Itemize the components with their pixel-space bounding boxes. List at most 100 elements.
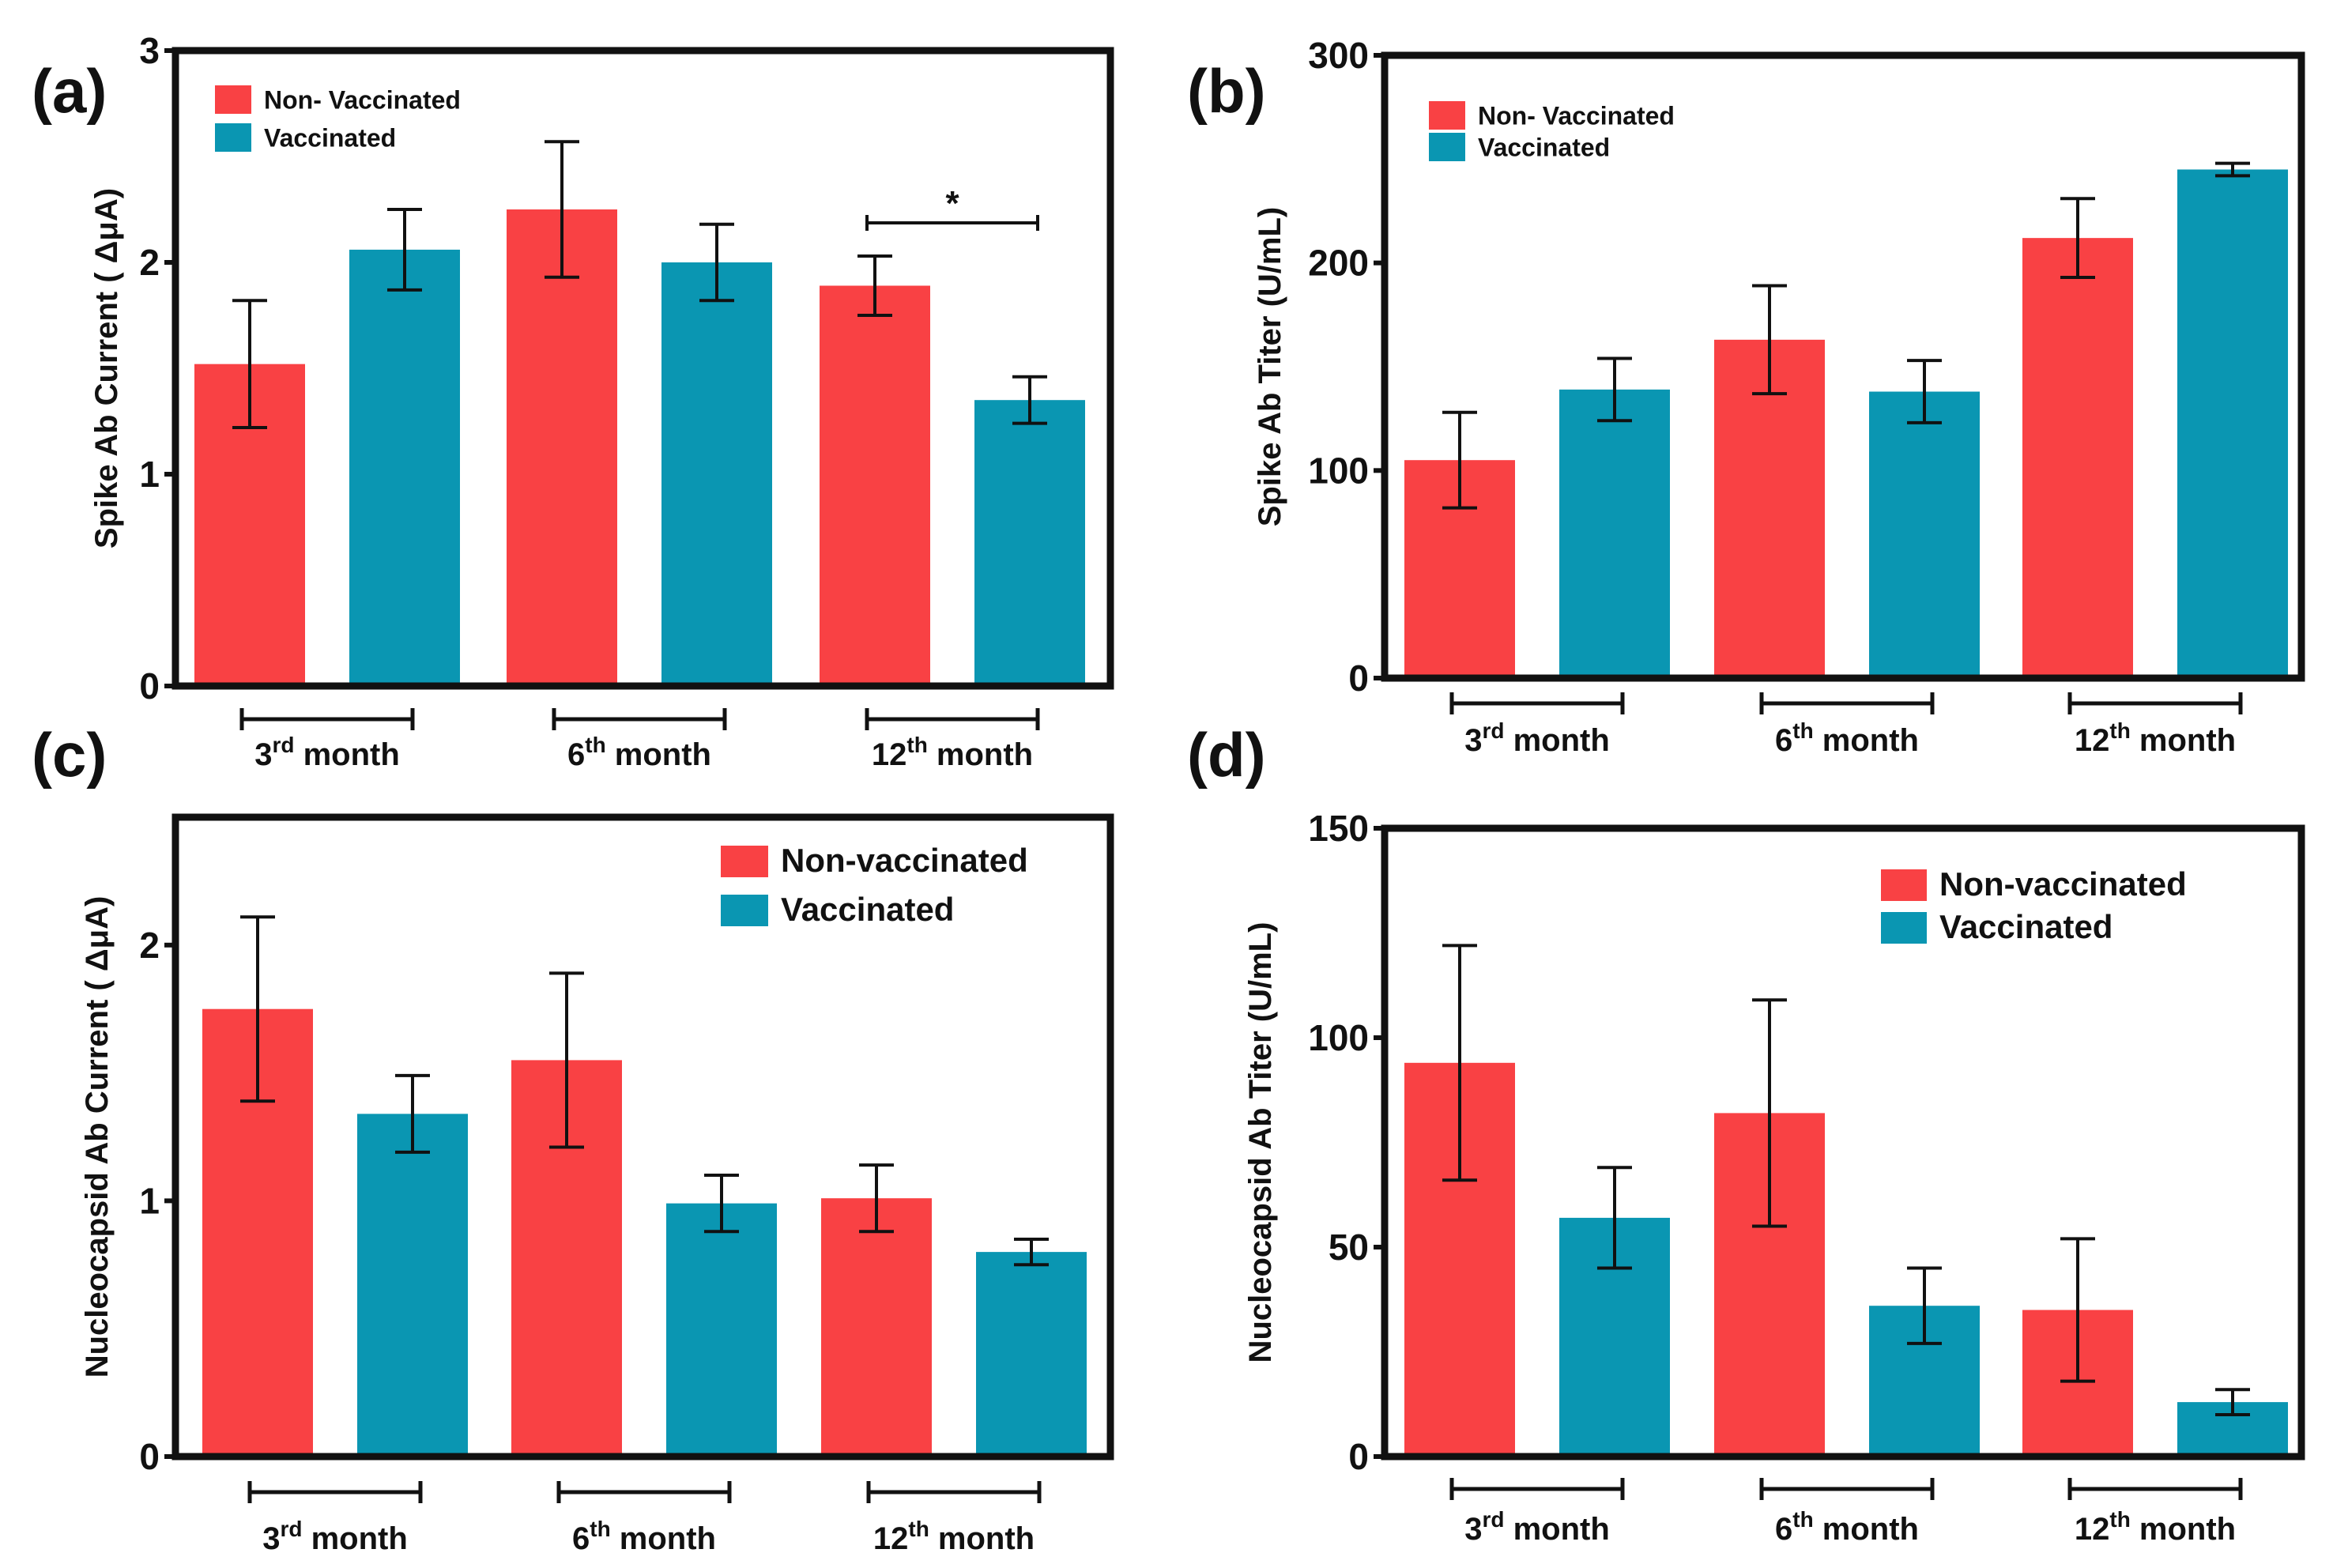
group-label-unit: month [1814, 723, 1919, 758]
group-bracket-1 [556, 1481, 732, 1503]
y-tick-label: 0 [1348, 1436, 1369, 1477]
panel-letter: (d) [1187, 720, 1266, 790]
group-label-0: 3rd month [254, 733, 400, 772]
legend: Non-vaccinated Vaccinated [721, 842, 1028, 928]
error-bar-1-1 [1907, 1266, 1942, 1345]
group-label-ordinal: rd [272, 733, 294, 757]
group-label-number: 12 [872, 737, 907, 772]
y-tick-label: 2 [139, 242, 160, 283]
legend-swatch-non-vaccinated [1881, 869, 1927, 901]
bar-non-vaccinated-1 [507, 209, 617, 686]
error-bar-0-2 [2060, 197, 2095, 280]
group-label-unit: month [2131, 723, 2236, 758]
group-label-unit: month [928, 737, 1033, 772]
legend-swatch-non-vaccinated [215, 85, 251, 114]
y-tick-label: 3 [139, 30, 160, 71]
y-tick-label: 300 [1308, 35, 1369, 76]
y-tick-label: 1 [139, 454, 160, 495]
axes-frame [171, 813, 1114, 1461]
y-tick-label: 0 [139, 1436, 160, 1477]
group-bracket-0 [1449, 692, 1625, 714]
y-axis-label: Nucleocapsid Ab Titer (U/mL) [1243, 922, 1278, 1363]
bar-non-vaccinated-2 [820, 285, 930, 686]
bar-vaccinated-2 [2177, 169, 2288, 678]
group-label-ordinal: th [585, 733, 605, 757]
chart-panel-d: (d) 0 50 100 150 Nucleocapsid Ab Titer (U/mL)… [1187, 720, 2305, 1547]
error-bar-1-2 [1014, 1237, 1049, 1267]
panel-letter: (b) [1187, 56, 1266, 126]
error-bar-1-1 [1907, 359, 1942, 424]
error-bar-0-0 [1442, 410, 1477, 510]
group-label-1: 6th month [567, 733, 711, 772]
bar-vaccinated-0 [357, 1114, 468, 1457]
error-bar-1-0 [387, 208, 422, 292]
y-tick-label: 100 [1308, 1017, 1369, 1058]
error-bar-1-2 [2215, 1388, 2250, 1416]
group-label-number: 12 [873, 1521, 909, 1556]
group-bracket-0 [1449, 1478, 1625, 1500]
y-axis-label: Spike Ab Titer (U/mL) [1253, 207, 1287, 527]
y-tick-label: 1 [139, 1180, 160, 1221]
significance-star: * [945, 184, 959, 223]
error-bar-1-0 [1597, 1166, 1632, 1270]
y-tick-label: 2 [139, 925, 160, 966]
group-bracket-1 [1759, 1478, 1935, 1500]
group-label-ordinal: th [2109, 718, 2130, 743]
panel-letter: (a) [32, 56, 107, 126]
group-label-2: 12th month [872, 733, 1033, 772]
group-label-number: 12 [2075, 723, 2110, 758]
error-bar-1-0 [395, 1073, 430, 1154]
group-label-ordinal: rd [1482, 1507, 1504, 1532]
group-label-unit: month [606, 737, 711, 772]
group-bracket-0 [239, 708, 415, 730]
group-label-unit: month [302, 1521, 407, 1556]
group-label-unit: month [611, 1521, 716, 1556]
error-bar-0-1 [1752, 284, 1787, 396]
legend-swatch-non-vaccinated [1429, 101, 1465, 130]
group-label-1: 6th month [572, 1517, 716, 1556]
legend-label-vaccinated: Vaccinated [781, 891, 954, 928]
group-label-number: 3 [262, 1521, 280, 1556]
group-label-ordinal: th [906, 733, 927, 757]
axes-frame [171, 47, 1114, 690]
legend-label-non-vaccinated: Non- Vaccinated [1478, 102, 1675, 130]
y-tick-label: 50 [1329, 1227, 1369, 1268]
axes-frame [1381, 824, 2305, 1461]
error-bar-0-1 [549, 971, 584, 1149]
group-label-1: 6th month [1775, 1507, 1919, 1547]
error-bar-1-1 [699, 222, 734, 303]
group-bracket-2 [866, 1481, 1042, 1503]
error-bar-1-2 [1012, 375, 1047, 425]
legend-label-vaccinated: Vaccinated [264, 124, 396, 153]
legend-swatch-vaccinated [1881, 912, 1927, 944]
legend-label-non-vaccinated: Non-vaccinated [1939, 865, 2187, 903]
y-tick-label: 0 [139, 665, 160, 707]
bar-non-vaccinated-2 [821, 1198, 932, 1457]
group-label-2: 12th month [2075, 718, 2236, 758]
legend-swatch-vaccinated [1429, 133, 1465, 161]
legend-label-vaccinated: Vaccinated [1478, 134, 1610, 162]
group-label-0: 3rd month [1464, 718, 1610, 758]
error-bar-0-2 [857, 254, 892, 317]
error-bar-1-1 [704, 1174, 739, 1234]
error-bar-0-2 [859, 1163, 894, 1234]
axes-frame [1381, 51, 2305, 682]
group-label-unit: month [1504, 1512, 1609, 1547]
legend: Non- Vaccinated Vaccinated [215, 85, 461, 153]
group-label-ordinal: th [2109, 1507, 2130, 1532]
legend-label-non-vaccinated: Non-vaccinated [781, 842, 1028, 879]
y-tick-label: 200 [1308, 243, 1369, 284]
y-axis-label: Nucleocapsid Ab Current ( ΔμA) [80, 896, 115, 1378]
bar-vaccinated-2 [974, 400, 1085, 686]
error-bar-0-0 [232, 299, 267, 430]
group-bracket-1 [1759, 692, 1935, 714]
group-label-ordinal: th [1792, 718, 1813, 743]
bar-vaccinated-0 [349, 249, 460, 686]
error-bar-0-1 [1752, 998, 1787, 1228]
group-label-number: 6 [1775, 1512, 1792, 1547]
group-label-number: 6 [572, 1521, 590, 1556]
group-label-ordinal: rd [280, 1517, 302, 1541]
